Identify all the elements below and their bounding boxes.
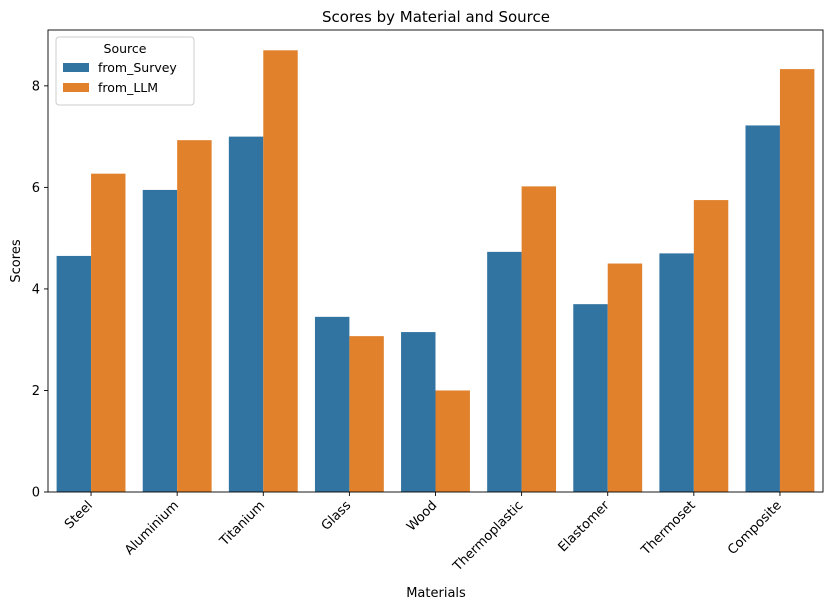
bar-from_Survey-glass xyxy=(314,316,350,492)
legend-label-from_LLM: from_LLM xyxy=(98,80,158,95)
bar-from_LLM-composite xyxy=(779,69,815,492)
x-tick-label-elastomer: Elastomer xyxy=(556,498,613,555)
legend-swatch-from_Survey xyxy=(63,63,89,72)
bar-from_Survey-elastomer xyxy=(573,304,608,492)
x-tick-label-thermoset: Thermoset xyxy=(638,498,699,559)
bar-from_LLM-wood xyxy=(435,390,470,492)
bar-from_Survey-thermoset xyxy=(659,253,694,492)
chart-title: Scores by Material and Source xyxy=(322,8,550,26)
y-tick-label: 0 xyxy=(32,486,40,501)
x-tick-label-titanium: Titanium xyxy=(216,498,268,550)
x-tick-label-composite: Composite xyxy=(725,498,785,558)
bar-from_LLM-aluminium xyxy=(177,140,212,492)
bar-from_Survey-titanium xyxy=(228,136,264,492)
bar-from_Survey-composite xyxy=(745,125,780,492)
x-tick-label-aluminium: Aluminium xyxy=(122,498,182,558)
bar-from_LLM-steel xyxy=(91,173,126,492)
bar-from_LLM-elastomer xyxy=(607,263,643,492)
legend-swatch-from_LLM xyxy=(63,83,89,92)
bar-from_LLM-titanium xyxy=(263,50,298,493)
legend-box xyxy=(55,36,195,106)
bar-from_Survey-aluminium xyxy=(142,189,178,492)
y-tick-label: 6 xyxy=(32,181,40,196)
y-tick-label: 8 xyxy=(32,79,40,94)
bar-from_LLM-glass xyxy=(349,336,384,492)
bar-from_Survey-steel xyxy=(56,255,92,492)
y-tick-label: 4 xyxy=(32,282,40,297)
legend-title: Source xyxy=(104,41,147,56)
x-tick-label-wood: Wood xyxy=(404,498,440,534)
bar-from_LLM-thermoset xyxy=(693,200,729,493)
plot-area: 0 2 4 6 8 Steel Aluminium Titanium Glass Wood Ther… xyxy=(32,29,824,575)
x-axis-title: Materials xyxy=(406,586,466,601)
bar-from_LLM-thermoplastic xyxy=(521,186,557,492)
y-axis-title: Scores xyxy=(9,239,24,282)
legend-label-from_Survey: from_Survey xyxy=(98,60,177,75)
bar-from_Survey-thermoplastic xyxy=(487,251,522,492)
y-tick-label: 2 xyxy=(32,384,40,399)
x-tick-label-steel: Steel xyxy=(62,498,96,532)
x-tick-label-thermoplastic: Thermoplastic xyxy=(450,498,527,575)
x-tick-label-glass: Glass xyxy=(319,498,355,534)
bar-from_Survey-wood xyxy=(401,332,436,492)
